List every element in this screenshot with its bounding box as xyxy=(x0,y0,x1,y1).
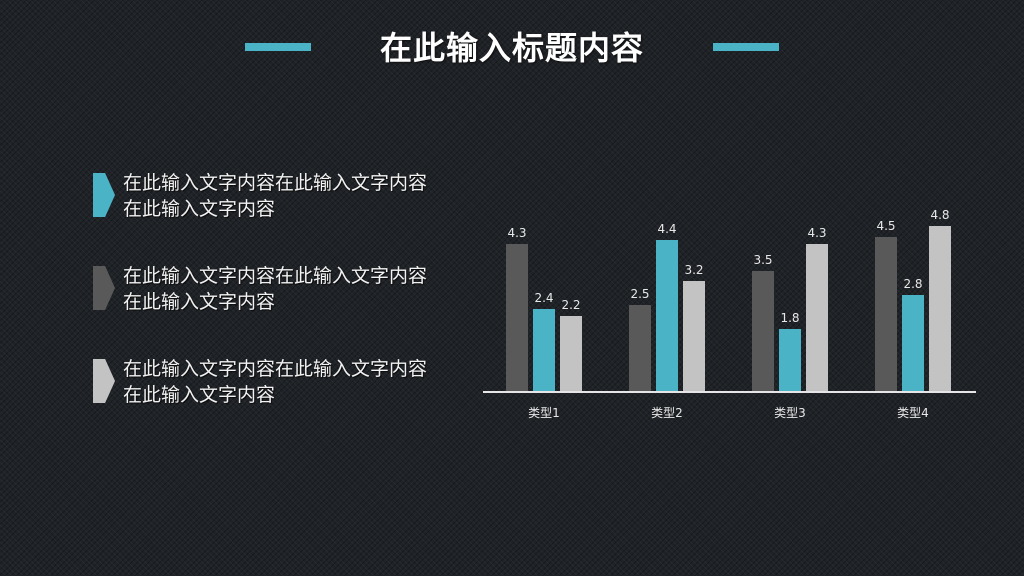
bar xyxy=(779,329,801,391)
category-label: 类型1 xyxy=(528,406,560,420)
category-label: 类型4 xyxy=(897,406,929,420)
bar xyxy=(929,226,951,391)
bar xyxy=(629,305,651,391)
bar-value-label: 2.4 xyxy=(534,291,554,305)
bar xyxy=(806,244,828,391)
bar xyxy=(875,237,897,391)
bar-value-label: 4.3 xyxy=(507,226,527,240)
bullet-item: 在此输入文字内容在此输入文字内容在此输入文字内容 xyxy=(93,358,443,408)
bullet-item: 在此输入文字内容在此输入文字内容在此输入文字内容 xyxy=(93,265,443,315)
bar-value-label: 4.5 xyxy=(876,219,896,233)
bar xyxy=(506,244,528,391)
bar xyxy=(656,240,678,391)
chevron-tag-icon xyxy=(93,173,115,217)
bar-value-label: 1.8 xyxy=(780,311,800,325)
bar xyxy=(902,295,924,391)
bullet-item: 在此输入文字内容在此输入文字内容在此输入文字内容 xyxy=(93,172,443,222)
bar-value-label: 3.5 xyxy=(753,253,773,267)
bar xyxy=(752,271,774,391)
bar-value-label: 4.3 xyxy=(807,226,827,240)
bar xyxy=(683,281,705,391)
category-label: 类型2 xyxy=(651,406,683,420)
bar-chart: 4.3 2.4 2.2 类型1 2.5 4.4 3.2 类型2 3.5 1.8 4.3 类型3 4.5 2… xyxy=(480,208,980,430)
bullet-text: 在此输入文字内容在此输入文字内容在此输入文字内容 xyxy=(123,265,428,313)
category-label: 类型3 xyxy=(774,406,806,420)
bar-value-label: 2.2 xyxy=(561,298,581,312)
bar xyxy=(533,309,555,391)
title-decor-line-right xyxy=(713,43,779,51)
bar-value-label: 4.8 xyxy=(930,208,950,222)
bar-value-label: 3.2 xyxy=(684,263,704,277)
title-bar: 在此输入标题内容 xyxy=(0,0,1024,96)
title-decor-line-left xyxy=(245,43,311,51)
bar-value-label: 2.8 xyxy=(903,277,923,291)
page-title: 在此输入标题内容 xyxy=(379,29,644,67)
bar xyxy=(560,316,582,391)
chevron-tag-icon xyxy=(93,359,115,403)
x-axis-line xyxy=(483,391,976,393)
bullet-text: 在此输入文字内容在此输入文字内容在此输入文字内容 xyxy=(123,172,428,220)
bar-value-label: 2.5 xyxy=(630,287,650,301)
bar-value-label: 4.4 xyxy=(657,222,677,236)
bullet-text: 在此输入文字内容在此输入文字内容在此输入文字内容 xyxy=(123,358,428,406)
chevron-tag-icon xyxy=(93,266,115,310)
